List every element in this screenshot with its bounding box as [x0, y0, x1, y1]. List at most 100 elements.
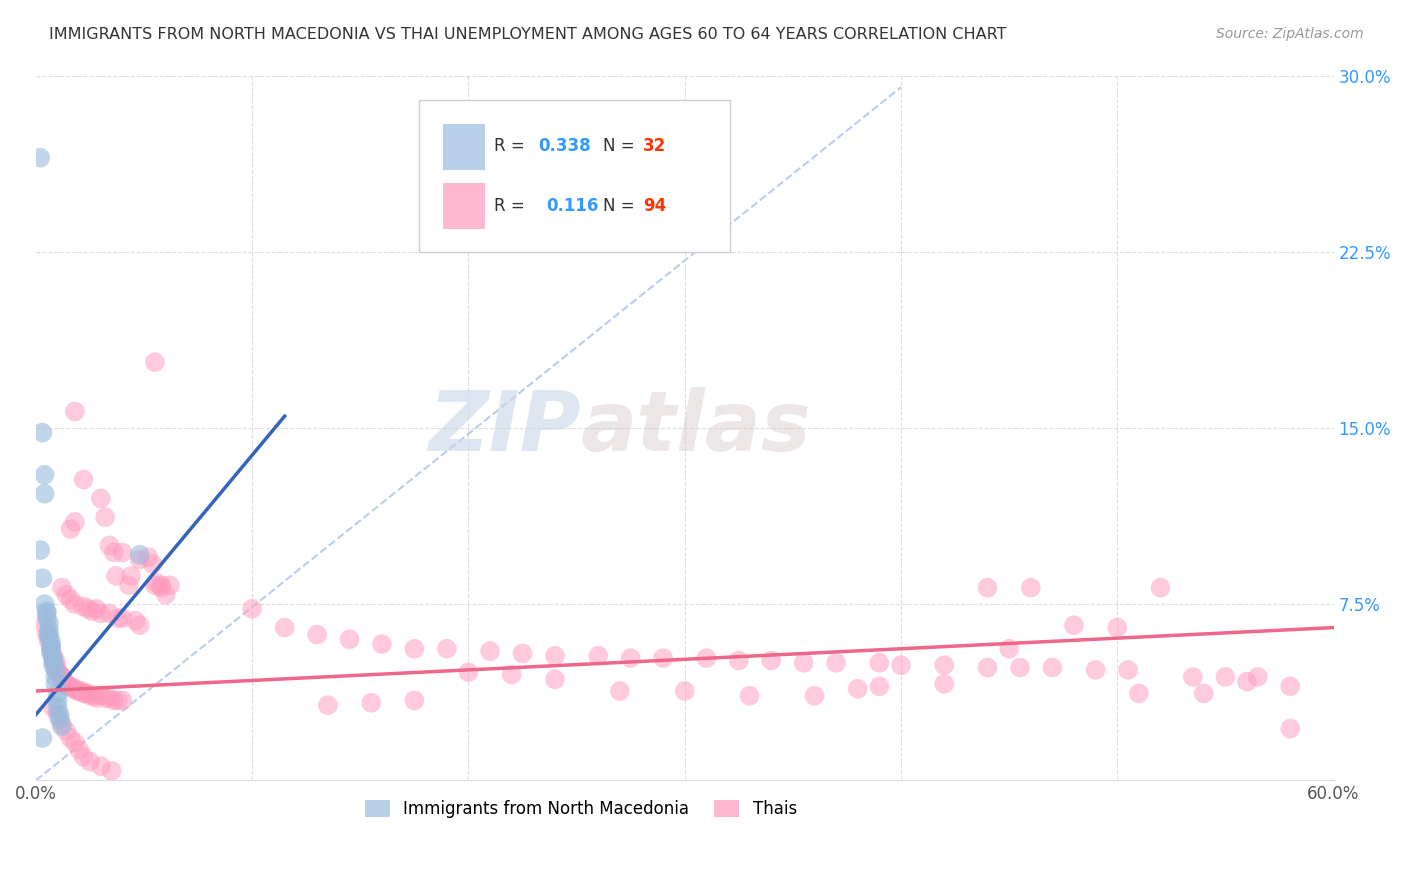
Thais — [59, 522, 82, 536]
Thais — [75, 686, 97, 700]
Thais — [62, 681, 84, 696]
Immigrants from North Macedonia — [39, 641, 62, 656]
Thais — [124, 614, 146, 628]
Thais — [1279, 679, 1302, 693]
Immigrants from North Macedonia — [128, 548, 150, 562]
Thais — [976, 581, 998, 595]
Thais — [118, 578, 141, 592]
Thais — [976, 660, 998, 674]
Thais — [1181, 670, 1204, 684]
Thais — [143, 578, 166, 592]
Thais — [436, 641, 458, 656]
Thais — [76, 602, 98, 616]
Thais — [103, 545, 125, 559]
Immigrants from North Macedonia — [46, 686, 69, 700]
Thais — [307, 627, 329, 641]
Thais — [39, 644, 62, 658]
Thais — [1019, 581, 1042, 595]
Thais — [94, 691, 117, 706]
Thais — [1040, 660, 1063, 674]
Thais — [128, 618, 150, 632]
Immigrants from North Macedonia — [46, 693, 69, 707]
Thais — [39, 640, 62, 654]
Immigrants from North Macedonia — [48, 707, 70, 722]
Thais — [42, 700, 65, 714]
Thais — [46, 663, 69, 677]
Thais — [51, 670, 73, 684]
Thais — [103, 693, 125, 707]
Thais — [59, 731, 82, 745]
Thais — [695, 651, 717, 665]
Thais — [501, 667, 523, 681]
Thais — [240, 602, 263, 616]
Thais — [1128, 686, 1150, 700]
Thais — [738, 689, 761, 703]
Thais — [98, 607, 121, 621]
Thais — [890, 658, 912, 673]
Thais — [55, 677, 77, 691]
Thais — [143, 355, 166, 369]
Thais — [90, 759, 112, 773]
Thais — [51, 673, 73, 687]
Immigrants from North Macedonia — [38, 630, 60, 644]
Thais — [48, 667, 70, 681]
FancyBboxPatch shape — [419, 100, 730, 252]
Thais — [100, 764, 122, 778]
Thais — [111, 545, 134, 559]
Thais — [90, 689, 112, 703]
Immigrants from North Macedonia — [34, 597, 56, 611]
Immigrants from North Macedonia — [38, 627, 60, 641]
Thais — [48, 667, 70, 681]
Text: 0.116: 0.116 — [546, 197, 599, 215]
Immigrants from North Macedonia — [39, 647, 62, 661]
Thais — [63, 681, 86, 696]
Thais — [868, 656, 890, 670]
Thais — [70, 684, 93, 698]
Thais — [761, 653, 783, 667]
Thais — [150, 581, 173, 595]
Text: R =: R = — [494, 136, 530, 154]
Immigrants from North Macedonia — [34, 486, 56, 500]
Thais — [44, 658, 66, 673]
Thais — [339, 632, 361, 647]
Thais — [1116, 663, 1139, 677]
Thais — [58, 679, 80, 693]
Thais — [53, 674, 76, 689]
Immigrants from North Macedonia — [39, 640, 62, 654]
Immigrants from North Macedonia — [30, 543, 52, 558]
Thais — [83, 689, 105, 703]
Thais — [98, 691, 121, 706]
Immigrants from North Macedonia — [35, 604, 58, 618]
Thais — [120, 569, 142, 583]
Thais — [63, 736, 86, 750]
Text: R =: R = — [494, 197, 536, 215]
Thais — [652, 651, 675, 665]
Thais — [98, 538, 121, 552]
Thais — [1084, 663, 1107, 677]
Text: 0.338: 0.338 — [538, 136, 591, 154]
Text: N =: N = — [603, 197, 640, 215]
Immigrants from North Macedonia — [46, 700, 69, 714]
Thais — [727, 653, 749, 667]
Thais — [42, 648, 65, 663]
Thais — [51, 717, 73, 731]
Thais — [155, 588, 177, 602]
Immigrants from North Macedonia — [31, 731, 53, 745]
Immigrants from North Macedonia — [44, 677, 66, 691]
Thais — [150, 578, 173, 592]
Immigrants from North Macedonia — [42, 651, 65, 665]
Thais — [66, 684, 89, 698]
Immigrants from North Macedonia — [38, 623, 60, 637]
Thais — [609, 684, 631, 698]
Immigrants from North Macedonia — [35, 607, 58, 621]
Text: N =: N = — [603, 136, 640, 154]
Text: 94: 94 — [643, 197, 666, 215]
Thais — [107, 693, 129, 707]
Text: atlas: atlas — [581, 387, 811, 468]
Thais — [86, 602, 108, 616]
Thais — [72, 686, 94, 700]
Thais — [673, 684, 696, 698]
Thais — [142, 557, 165, 571]
Thais — [1063, 618, 1085, 632]
FancyBboxPatch shape — [443, 184, 485, 229]
